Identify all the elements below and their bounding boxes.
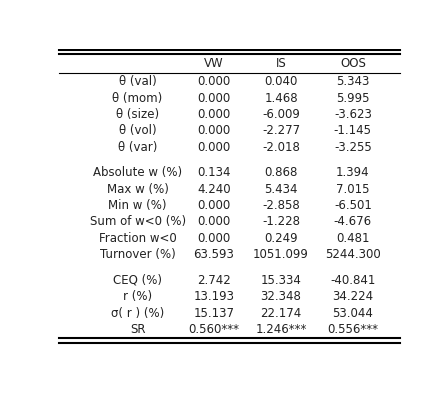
Text: -3.255: -3.255 — [334, 141, 372, 154]
Text: 0.868: 0.868 — [264, 166, 297, 180]
Text: 0.556***: 0.556*** — [327, 323, 379, 336]
Text: σ( r ) (%): σ( r ) (%) — [111, 306, 164, 319]
Text: -1.228: -1.228 — [262, 215, 300, 228]
Text: -1.145: -1.145 — [334, 124, 372, 137]
Text: 53.044: 53.044 — [332, 306, 373, 319]
Text: 1.394: 1.394 — [336, 166, 370, 180]
Text: SR: SR — [130, 323, 145, 336]
Text: θ (var): θ (var) — [118, 141, 157, 154]
Text: -40.841: -40.841 — [330, 274, 375, 287]
Text: 0.000: 0.000 — [198, 232, 231, 245]
Text: 0.134: 0.134 — [197, 166, 231, 180]
Text: 0.000: 0.000 — [198, 124, 231, 137]
Text: 0.481: 0.481 — [336, 232, 370, 245]
Text: θ (size): θ (size) — [116, 108, 159, 121]
Text: 0.000: 0.000 — [198, 141, 231, 154]
Text: -4.676: -4.676 — [334, 215, 372, 228]
Text: -2.858: -2.858 — [262, 199, 300, 212]
Text: 0.249: 0.249 — [264, 232, 298, 245]
Text: 1.246***: 1.246*** — [255, 323, 307, 336]
Text: θ (mom): θ (mom) — [112, 92, 163, 105]
Text: 32.348: 32.348 — [261, 290, 302, 303]
Text: 22.174: 22.174 — [260, 306, 302, 319]
Text: θ (val): θ (val) — [119, 75, 156, 89]
Text: 5244.300: 5244.300 — [325, 248, 381, 261]
Text: Fraction w<0: Fraction w<0 — [99, 232, 177, 245]
Text: Sum of w<0 (%): Sum of w<0 (%) — [90, 215, 185, 228]
Text: VW: VW — [204, 57, 224, 70]
Text: -6.501: -6.501 — [334, 199, 372, 212]
Text: 0.000: 0.000 — [198, 92, 231, 105]
Text: Absolute w (%): Absolute w (%) — [93, 166, 182, 180]
Text: -2.018: -2.018 — [262, 141, 300, 154]
Text: 0.000: 0.000 — [198, 75, 231, 89]
Text: 63.593: 63.593 — [194, 248, 234, 261]
Text: IS: IS — [276, 57, 286, 70]
Text: -3.623: -3.623 — [334, 108, 372, 121]
Text: 5.995: 5.995 — [336, 92, 370, 105]
Text: 0.040: 0.040 — [264, 75, 297, 89]
Text: Max w (%): Max w (%) — [107, 183, 168, 196]
Text: 15.334: 15.334 — [261, 274, 302, 287]
Text: 1.468: 1.468 — [264, 92, 298, 105]
Text: 0.000: 0.000 — [198, 215, 231, 228]
Text: θ (vol): θ (vol) — [119, 124, 156, 137]
Text: 5.343: 5.343 — [336, 75, 370, 89]
Text: 1051.099: 1051.099 — [253, 248, 309, 261]
Text: 4.240: 4.240 — [197, 183, 231, 196]
Text: Turnover (%): Turnover (%) — [100, 248, 176, 261]
Text: OOS: OOS — [340, 57, 366, 70]
Text: Min w (%): Min w (%) — [108, 199, 167, 212]
Text: 7.015: 7.015 — [336, 183, 370, 196]
Text: 15.137: 15.137 — [194, 306, 234, 319]
Text: 13.193: 13.193 — [194, 290, 234, 303]
Text: 2.742: 2.742 — [197, 274, 231, 287]
Text: 0.000: 0.000 — [198, 108, 231, 121]
Text: -6.009: -6.009 — [262, 108, 300, 121]
Text: 0.000: 0.000 — [198, 199, 231, 212]
Text: r (%): r (%) — [123, 290, 152, 303]
Text: 5.434: 5.434 — [264, 183, 298, 196]
Text: 34.224: 34.224 — [332, 290, 374, 303]
Text: -2.277: -2.277 — [262, 124, 300, 137]
Text: 0.560***: 0.560*** — [189, 323, 240, 336]
Text: CEQ (%): CEQ (%) — [113, 274, 162, 287]
